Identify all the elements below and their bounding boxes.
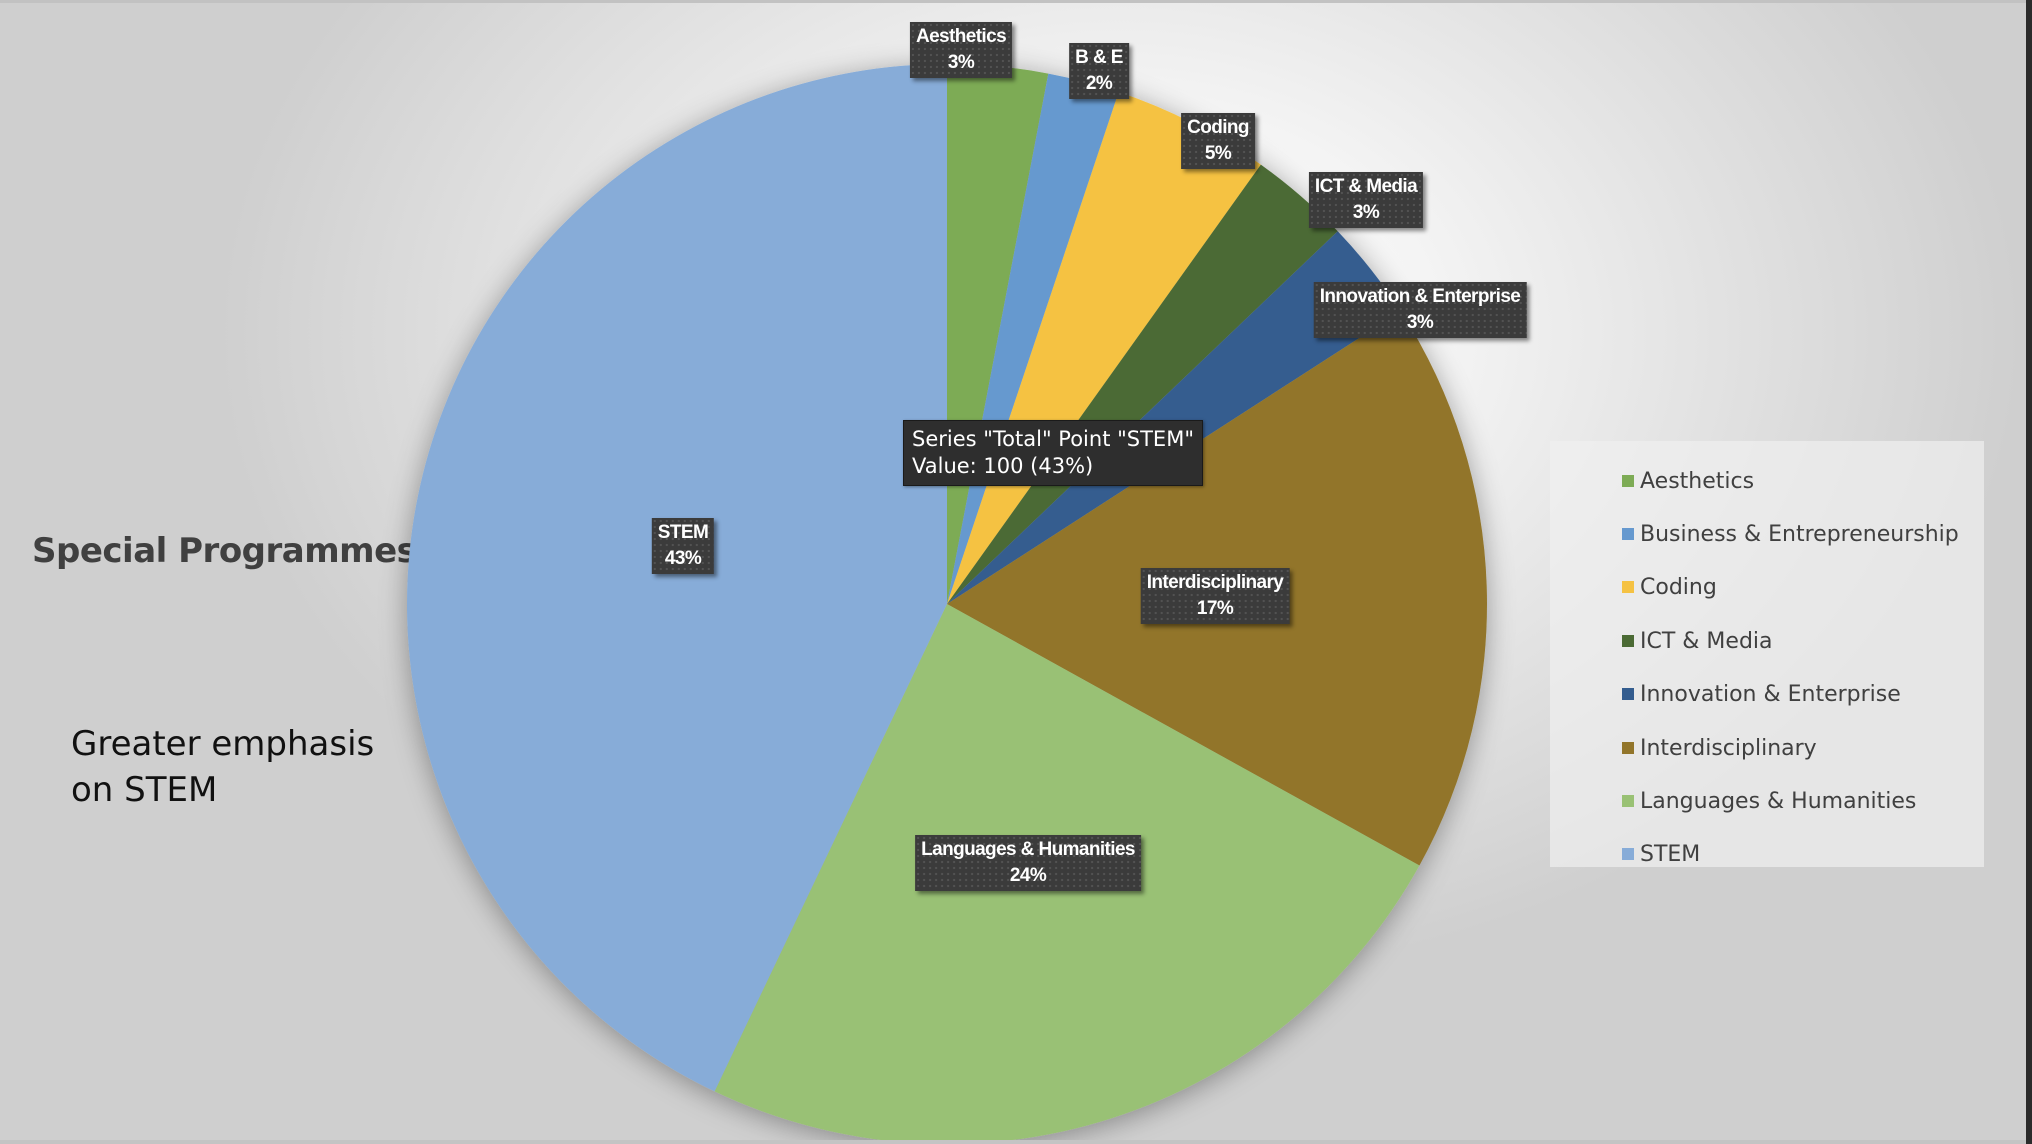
- data-label-percent: 3%: [1406, 312, 1434, 333]
- legend-label: STEM: [1640, 841, 1701, 867]
- legend-item[interactable]: Business & Entrepreneurship: [1622, 519, 1959, 549]
- data-label-name: Coding: [1187, 117, 1249, 138]
- data-label-percent: 24%: [1009, 865, 1047, 886]
- legend-label: ICT & Media: [1640, 628, 1773, 654]
- data-label-name: B & E: [1075, 47, 1123, 68]
- pie-slice[interactable]: [947, 164, 1338, 604]
- data-label-percent: 43%: [664, 548, 702, 569]
- slide-title: Special Programmes: [32, 531, 417, 571]
- legend-item[interactable]: Innovation & Enterprise: [1622, 679, 1901, 709]
- legend-swatch-icon: [1622, 635, 1634, 647]
- legend-swatch-icon: [1622, 795, 1634, 807]
- pie-slice[interactable]: [947, 231, 1401, 604]
- legend-label: Innovation & Enterprise: [1640, 681, 1901, 707]
- legend: Aesthetics Business & Entrepreneurship C…: [1550, 441, 1984, 867]
- legend-swatch-icon: [1622, 848, 1634, 860]
- data-label-name: Interdisciplinary: [1146, 572, 1284, 593]
- legend-item[interactable]: Interdisciplinary: [1622, 733, 1817, 763]
- legend-label: Aesthetics: [1640, 468, 1755, 494]
- legend-swatch-icon: [1622, 581, 1634, 593]
- legend-item[interactable]: Languages & Humanities: [1622, 786, 1916, 816]
- legend-label: Coding: [1640, 574, 1717, 600]
- data-label-name: Innovation & Enterprise: [1319, 286, 1521, 307]
- data-label[interactable]: Innovation & Enterprise 3%: [1313, 282, 1527, 338]
- data-label[interactable]: B & E 2%: [1069, 43, 1129, 99]
- data-label-percent: 2%: [1085, 73, 1113, 94]
- legend-swatch-icon: [1622, 688, 1634, 700]
- data-label-name: Aesthetics: [915, 26, 1007, 47]
- data-label[interactable]: Languages & Humanities 24%: [915, 835, 1141, 891]
- legend-item[interactable]: Coding: [1622, 572, 1717, 602]
- data-label-percent: 3%: [947, 52, 975, 73]
- tooltip-series-line: Series "Total" Point "STEM": [912, 427, 1194, 451]
- tooltip-value-line: Value: 100 (43%): [912, 454, 1094, 478]
- data-label[interactable]: Interdisciplinary 17%: [1140, 568, 1290, 624]
- chart-tooltip: Series "Total" Point "STEM" Value: 100 (…: [903, 420, 1203, 486]
- legend-swatch-icon: [1622, 475, 1634, 487]
- data-label-name: ICT & Media: [1314, 176, 1418, 197]
- legend-item[interactable]: STEM: [1622, 839, 1700, 869]
- slide-subtitle: Greater emphasis on STEM: [71, 724, 375, 810]
- data-label-percent: 3%: [1352, 202, 1380, 223]
- data-label[interactable]: Coding 5%: [1181, 113, 1255, 169]
- data-label-name: Languages & Humanities: [921, 839, 1135, 860]
- legend-swatch-icon: [1622, 528, 1634, 540]
- legend-label: Interdisciplinary: [1640, 735, 1817, 761]
- data-label-percent: 17%: [1196, 598, 1234, 619]
- legend-label: Languages & Humanities: [1640, 788, 1917, 814]
- legend-item[interactable]: ICT & Media: [1622, 626, 1773, 656]
- data-label-percent: 5%: [1204, 143, 1232, 164]
- data-label[interactable]: STEM 43%: [651, 518, 715, 574]
- legend-swatch-icon: [1622, 742, 1634, 754]
- pie-slice[interactable]: [407, 64, 948, 1092]
- data-label-name: STEM: [657, 522, 709, 543]
- legend-item[interactable]: Aesthetics: [1622, 466, 1754, 496]
- data-label[interactable]: ICT & Media 3%: [1308, 172, 1424, 228]
- data-label[interactable]: Aesthetics 3%: [909, 22, 1013, 78]
- legend-label: Business & Entrepreneurship: [1640, 521, 1959, 547]
